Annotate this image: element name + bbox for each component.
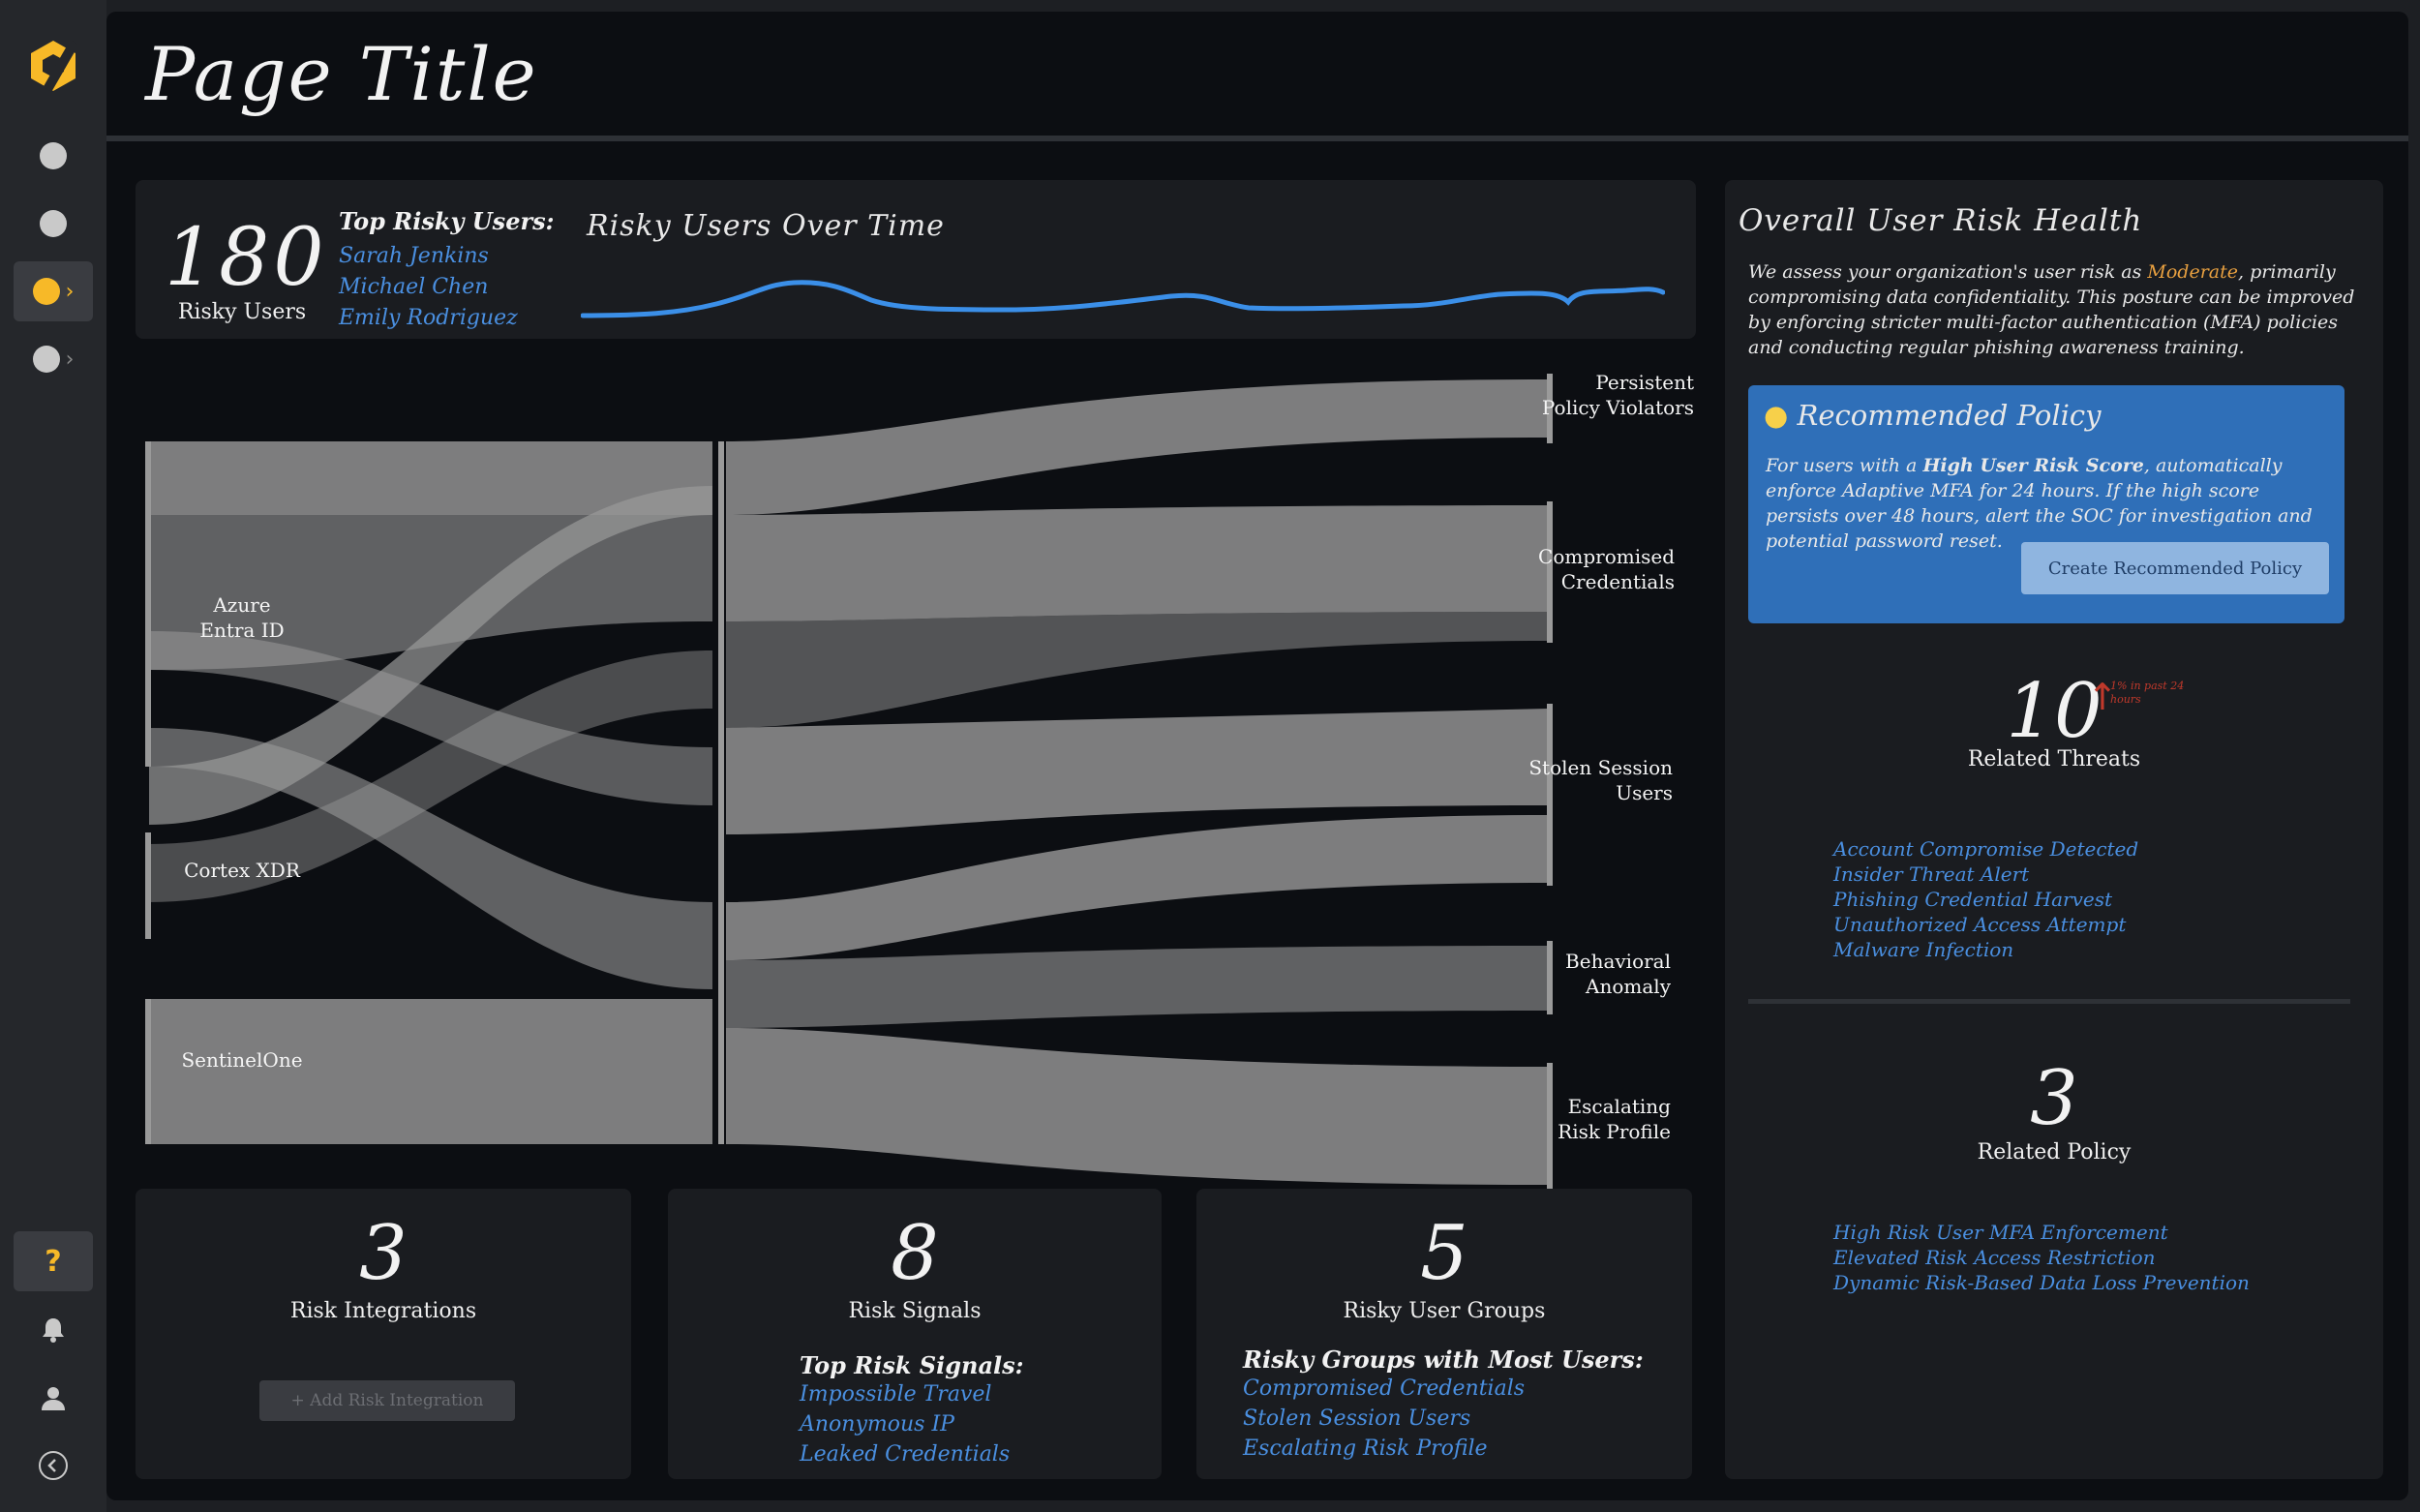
nav-dot-icon [40, 210, 67, 237]
risky-groups-heading: Risky Groups with Most Users: [1243, 1346, 1644, 1374]
page-header: Page Title [106, 12, 2408, 141]
user-icon [42, 1387, 65, 1410]
risk-signals-card: 8 Risk Signals Top Risk Signals: Impossi… [668, 1189, 1162, 1479]
help-button[interactable]: ? [14, 1231, 93, 1291]
notifications-button[interactable] [14, 1303, 93, 1357]
main-panel: Page Title 180 Risky Users Top Risky Use… [106, 12, 2408, 1500]
sankey-source-cortex[interactable]: Cortex XDR [184, 859, 300, 882]
related-threats-label: Related Threats [1967, 747, 2141, 771]
risky-user-link[interactable]: Sarah Jenkins [339, 244, 489, 268]
recommended-policy-title: ● Recommended Policy [1764, 399, 2102, 432]
threat-link[interactable]: Phishing Credential Harvest [1833, 888, 2113, 911]
logo-icon[interactable] [27, 39, 79, 93]
policy-link[interactable]: Elevated Risk Access Restriction [1833, 1246, 2156, 1269]
risky-group-link[interactable]: Escalating Risk Profile [1243, 1436, 1488, 1461]
nav-item-active[interactable]: › [14, 261, 93, 321]
sankey-target-escalating-risk[interactable]: Escalating Risk Profile [1558, 1095, 1671, 1143]
risk-integrations-count: 3 [359, 1210, 408, 1297]
policy-link[interactable]: High Risk User MFA Enforcement [1833, 1221, 2168, 1244]
chevron-left-circle-icon [39, 1451, 68, 1480]
chevron-right-icon: › [65, 279, 75, 304]
risky-users-count: 180 [165, 212, 328, 304]
page-title: Page Title [145, 31, 538, 117]
sankey-target-stolen-session[interactable]: Stolen Session Users [1528, 756, 1673, 804]
nav-item-1[interactable] [14, 126, 93, 186]
risky-user-link[interactable]: Michael Chen [339, 275, 489, 299]
top-risky-users-heading: Top Risky Users: [339, 207, 555, 235]
risk-signal-link[interactable]: Anonymous IP [800, 1412, 954, 1436]
section-divider [1748, 999, 2350, 1004]
nav-item-2[interactable] [14, 194, 93, 254]
related-policy-label: Related Policy [1977, 1140, 2132, 1164]
threat-link[interactable]: Account Compromise Detected [1833, 837, 2139, 861]
risk-signal-link[interactable]: Impossible Travel [800, 1382, 992, 1406]
nav-dot-icon [40, 142, 67, 169]
arrow-up-icon: ↑ [2087, 676, 2118, 718]
risky-users-card: 180 Risky Users Top Risky Users: Sarah J… [136, 180, 1696, 339]
risk-level: Moderate [2147, 261, 2238, 283]
trend-title: Risky Users Over Time [587, 209, 945, 243]
threats-delta: 1% in past 24 hours [2110, 680, 2185, 706]
threat-link[interactable]: Malware Infection [1833, 938, 2014, 961]
lightbulb-icon: ● [1764, 399, 1789, 432]
health-description: We assess your organization's user risk … [1748, 261, 2355, 358]
risk-signal-link[interactable]: Leaked Credentials [800, 1442, 1011, 1467]
risk-signals-count: 8 [891, 1210, 939, 1297]
risky-users-label: Risky Users [177, 300, 307, 324]
risky-group-link[interactable]: Compromised Credentials [1243, 1376, 1526, 1401]
add-risk-integration-button[interactable]: + Add Risk Integration [259, 1380, 515, 1421]
recommended-policy-text: For users with a High User Risk Score, a… [1766, 455, 2313, 552]
related-policy-count: 3 [2030, 1055, 2078, 1142]
sankey-source-sentinelone[interactable]: SentinelOne [181, 1048, 303, 1072]
create-recommended-policy-button[interactable]: Create Recommended Policy [2021, 542, 2329, 594]
nav-rail: › › ? [0, 0, 106, 1512]
bell-icon [43, 1318, 64, 1343]
sankey-target-compromised-credentials[interactable]: Compromised Credentials [1538, 545, 1675, 593]
risky-users-trend-line [581, 280, 1665, 318]
chevron-right-icon: › [65, 347, 75, 372]
nav-item-4[interactable]: › [14, 329, 93, 389]
nav-dot-icon [32, 346, 60, 373]
sankey-target-behavioral-anomaly[interactable]: Behavioral Anomaly [1565, 950, 1671, 998]
risk-health-panel: Overall User Risk Health We assess your … [1725, 180, 2383, 1479]
nav-dot-icon [32, 278, 60, 305]
profile-button[interactable] [14, 1371, 93, 1425]
recommended-policy-box: ● Recommended Policy For users with a Hi… [1748, 385, 2344, 623]
threat-link[interactable]: Insider Threat Alert [1833, 862, 2030, 886]
top-risk-signals-heading: Top Risk Signals: [800, 1351, 1024, 1379]
risky-user-link[interactable]: Emily Rodriguez [339, 306, 518, 330]
policy-link[interactable]: Dynamic Risk-Based Data Loss Prevention [1833, 1271, 2250, 1294]
risk-integrations-label: Risk Integrations [289, 1299, 477, 1323]
risky-group-link[interactable]: Stolen Session Users [1243, 1406, 1471, 1431]
health-title: Overall User Risk Health [1739, 203, 2143, 238]
collapse-button[interactable] [14, 1438, 93, 1493]
risk-integrations-card: 3 Risk Integrations + Add Risk Integrati… [136, 1189, 631, 1479]
risk-flow-sankey [145, 374, 1553, 1189]
risk-signals-label: Risk Signals [848, 1299, 982, 1323]
sankey-target-policy-violators[interactable]: Persistent Policy Violators [1541, 371, 1694, 419]
risky-groups-count: 5 [1420, 1210, 1468, 1297]
risky-groups-card: 5 Risky User Groups Risky Groups with Mo… [1196, 1189, 1692, 1479]
related-threats-count: 10 [2006, 668, 2102, 755]
threat-link[interactable]: Unauthorized Access Attempt [1833, 913, 2127, 936]
risky-groups-label: Risky User Groups [1343, 1299, 1546, 1323]
sankey-source-azure[interactable]: Azure Entra ID [199, 593, 285, 642]
